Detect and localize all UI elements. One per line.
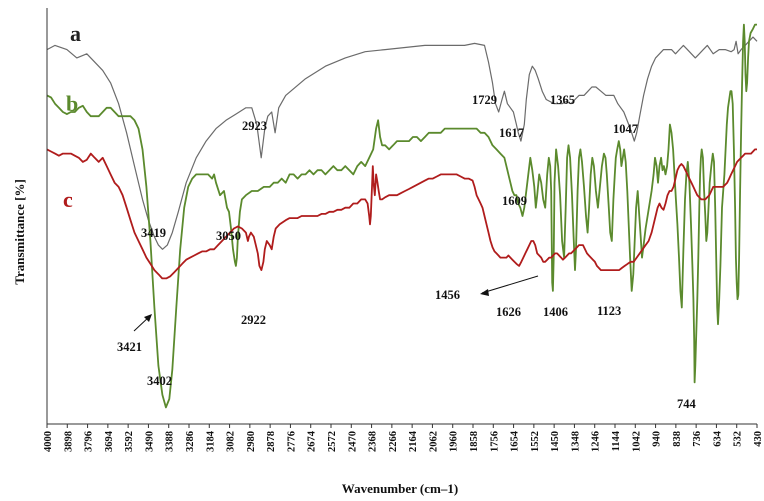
peak-label-1617: 1617 (499, 126, 524, 140)
x-tick-label: 4000 (43, 431, 54, 452)
arrow-1456 (481, 275, 539, 294)
x-tick-label: 2470 (347, 431, 358, 452)
x-tick-label: 1348 (570, 431, 581, 452)
x-tick-label: 3184 (205, 430, 216, 452)
peak-label-1456: 1456 (435, 288, 460, 302)
x-tick-label: 3082 (226, 431, 237, 452)
series-layer (46, 23, 758, 409)
x-ticks: 4000 3898 3796 3694 3592 3490 3388 3286 3184 3082… (43, 424, 764, 452)
x-tick-label: 2674 (307, 430, 318, 452)
x-tick-label: 1960 (449, 431, 460, 452)
series-label-a: a (70, 21, 81, 46)
arrowhead-1456 (480, 289, 489, 296)
x-tick-label: 3388 (165, 431, 176, 452)
x-tick-label: 3592 (124, 431, 135, 452)
x-axis-title: Wavenumber (cm–1) (342, 481, 458, 496)
x-tick-label: 1858 (469, 431, 480, 452)
series-line-a (46, 36, 758, 250)
x-tick-label: 3796 (84, 431, 95, 452)
labels-layer: Wavenumber (cm–1) Transmittance [%] a b … (12, 21, 697, 496)
series-line-b (46, 23, 757, 409)
x-tick-label: 2062 (428, 431, 439, 452)
arrowhead-3421 (144, 314, 152, 322)
peak-label-1123: 1123 (597, 304, 621, 318)
x-tick-label: 3694 (104, 430, 115, 452)
x-tick-label: 3286 (185, 431, 196, 452)
axes-layer: 4000 3898 3796 3694 3592 3490 3388 3286 3184 3082… (43, 8, 764, 452)
x-tick-label: 2980 (246, 431, 257, 452)
series-label-c: c (63, 187, 73, 212)
x-tick-label: 838 (672, 431, 683, 447)
peak-label-1729: 1729 (472, 93, 497, 107)
x-tick-label: 3898 (63, 431, 74, 452)
peak-label-1626: 1626 (496, 305, 521, 319)
x-tick-label: 2572 (327, 431, 338, 452)
x-tick-label: 2164 (408, 430, 419, 452)
series-line-c (46, 148, 757, 280)
x-tick-label: 1246 (591, 431, 602, 452)
peak-label-3050: 3050 (216, 229, 241, 243)
x-tick-label: 736 (692, 431, 703, 447)
x-tick-label: 1552 (530, 431, 541, 452)
x-tick-label: 1450 (550, 431, 561, 452)
x-tick-label: 2878 (266, 431, 277, 452)
x-tick-label: 1042 (631, 431, 642, 452)
x-tick-label: 3490 (144, 431, 155, 452)
peak-label-2922: 2922 (241, 313, 266, 327)
peak-label-1406: 1406 (543, 305, 568, 319)
peak-label-3419: 3419 (141, 226, 166, 240)
x-tick-label: 1654 (510, 430, 521, 452)
peak-label-1609: 1609 (502, 194, 527, 208)
x-tick-label: 2266 (388, 431, 399, 452)
peak-label-3402: 3402 (147, 374, 172, 388)
x-tick-label: 430 (753, 431, 764, 447)
x-tick-label: 940 (652, 431, 663, 447)
x-tick-label: 2776 (286, 431, 297, 452)
y-axis-title: Transmittance [%] (12, 179, 27, 285)
x-tick-label: 634 (712, 430, 723, 447)
peak-label-3421: 3421 (117, 340, 142, 354)
series-label-b: b (66, 91, 78, 116)
peak-label-2923: 2923 (242, 119, 267, 133)
x-tick-label: 532 (733, 431, 744, 447)
x-tick-label: 2368 (368, 431, 379, 452)
x-tick-label: 1756 (489, 431, 500, 452)
peak-label-1365: 1365 (550, 93, 575, 107)
peak-label-744: 744 (677, 397, 697, 411)
peak-label-1047: 1047 (613, 122, 638, 136)
x-tick-label: 1144 (611, 430, 622, 451)
